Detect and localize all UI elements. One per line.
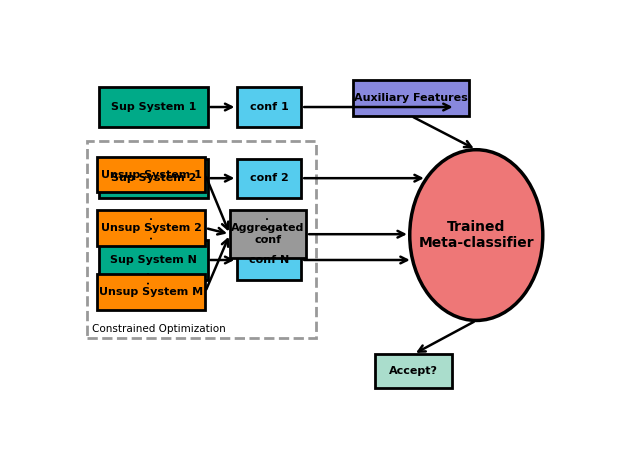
Text: Auxiliary Features: Auxiliary Features [354,93,468,103]
FancyBboxPatch shape [99,158,207,198]
Text: Unsup System M: Unsup System M [99,287,203,297]
Text: conf 1: conf 1 [250,102,289,112]
Ellipse shape [410,150,543,321]
Text: Sup System 2: Sup System 2 [111,173,196,183]
FancyBboxPatch shape [230,210,307,258]
Text: conf 2: conf 2 [250,173,289,183]
Text: Sup System 1: Sup System 1 [111,102,196,112]
Text: · · ·: · · · [146,216,161,240]
FancyBboxPatch shape [97,157,205,192]
FancyBboxPatch shape [97,210,205,246]
FancyBboxPatch shape [353,80,469,116]
FancyBboxPatch shape [97,274,205,310]
Text: Accept?: Accept? [389,366,438,376]
Text: · · ·: · · · [262,216,277,240]
Text: · · ·: · · · [144,260,158,285]
Text: Unsup System 2: Unsup System 2 [100,223,202,233]
FancyBboxPatch shape [99,240,207,280]
FancyBboxPatch shape [237,87,301,127]
Text: Sup System N: Sup System N [110,255,197,265]
FancyBboxPatch shape [237,240,301,280]
FancyBboxPatch shape [237,158,301,198]
Text: Unsup System 1: Unsup System 1 [100,170,202,180]
Text: conf N: conf N [249,255,289,265]
FancyBboxPatch shape [99,87,207,127]
Text: Trained
Meta-classifier: Trained Meta-classifier [418,220,534,250]
Text: Constrained Optimization: Constrained Optimization [92,324,226,334]
FancyBboxPatch shape [375,354,452,388]
Text: Aggregated
conf: Aggregated conf [232,224,305,245]
